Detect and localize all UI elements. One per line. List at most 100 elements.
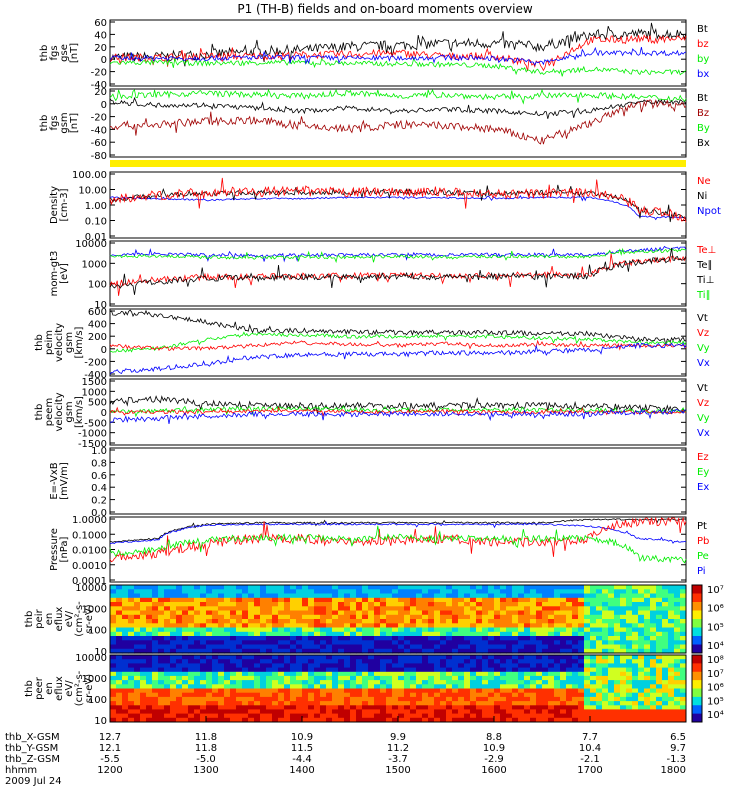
spectrogram-cell bbox=[416, 597, 423, 603]
spectrogram-cell bbox=[566, 667, 573, 673]
spectrogram-cell bbox=[428, 627, 435, 633]
spectrogram-cell bbox=[122, 684, 129, 689]
spectrogram-cell bbox=[638, 663, 645, 669]
spectrogram-cell bbox=[482, 631, 489, 637]
spectrogram-cell bbox=[518, 627, 525, 633]
spectrogram-cell bbox=[242, 610, 249, 616]
spectrogram-cell bbox=[662, 655, 669, 660]
spectrogram-cell bbox=[572, 636, 579, 641]
spectrogram-cell bbox=[314, 606, 321, 612]
spectrogram-cell bbox=[380, 688, 387, 694]
spectrogram-cell bbox=[200, 675, 207, 681]
spectrogram-cell bbox=[416, 705, 423, 710]
spectrogram-cell bbox=[314, 659, 321, 664]
spectrogram-cell bbox=[188, 675, 195, 681]
spectrogram-cell bbox=[380, 692, 387, 698]
spectrogram-cell bbox=[536, 640, 543, 646]
spectrogram-cell bbox=[314, 675, 321, 681]
spectrogram-cell bbox=[380, 696, 387, 702]
spectrogram-cell bbox=[500, 627, 507, 633]
spectrogram-cell bbox=[668, 610, 675, 616]
spectrogram-cell bbox=[566, 688, 573, 694]
spectrogram-cell bbox=[314, 692, 321, 698]
spectrogram-cell bbox=[554, 709, 561, 715]
spectrogram-cell bbox=[560, 688, 567, 694]
spectrogram-cell bbox=[176, 659, 183, 664]
spectrogram-cell bbox=[584, 667, 591, 673]
spectrogram-cell bbox=[128, 717, 135, 723]
spectrogram-cell bbox=[530, 713, 537, 719]
spectrogram-cell bbox=[542, 644, 549, 650]
spectrogram-cell bbox=[506, 589, 513, 595]
spectrogram-cell bbox=[626, 717, 633, 723]
spectrogram-cell bbox=[116, 614, 123, 620]
spectrogram-cell bbox=[338, 705, 345, 710]
spectrogram-cell bbox=[332, 692, 339, 698]
spectrogram-cell bbox=[194, 614, 201, 620]
spectrogram-cell bbox=[410, 696, 417, 702]
spectrogram-cell bbox=[110, 585, 117, 590]
y-label-line: peer bbox=[34, 676, 45, 700]
spectrogram-cell bbox=[440, 640, 447, 646]
spectrogram-cell bbox=[530, 671, 537, 677]
spectrogram-cell bbox=[290, 671, 297, 677]
spectrogram-cell bbox=[596, 644, 603, 650]
spectrogram-cell bbox=[368, 623, 375, 629]
spectrogram-cell bbox=[224, 640, 231, 646]
colorbar-frame bbox=[691, 654, 703, 723]
spectrogram-cell bbox=[266, 602, 273, 607]
spectrogram-cell bbox=[476, 655, 483, 660]
spectrogram-cell bbox=[656, 631, 663, 637]
spectrogram-cell bbox=[464, 614, 471, 620]
x-row-label: thb_Y-GSM bbox=[5, 743, 58, 754]
spectrogram-cell bbox=[374, 602, 381, 607]
spectrogram-cell bbox=[242, 701, 249, 706]
spectrogram-cell bbox=[494, 692, 501, 698]
spectrogram-cell bbox=[668, 636, 675, 641]
spectrogram-cell bbox=[650, 648, 657, 654]
spectrogram-cell bbox=[308, 709, 315, 715]
y-tick-label: 10000 bbox=[75, 653, 107, 664]
spectrogram-cell bbox=[128, 667, 135, 673]
colorbar-frame bbox=[691, 584, 703, 654]
spectrogram-cell bbox=[248, 671, 255, 677]
spectrogram-cell bbox=[296, 614, 303, 620]
spectrogram-cell bbox=[596, 705, 603, 710]
spectrogram-cell bbox=[506, 585, 513, 590]
spectrogram-cell bbox=[482, 648, 489, 654]
spectrogram-cell bbox=[302, 655, 309, 660]
spectrogram-cell bbox=[542, 648, 549, 654]
spectrogram-cell bbox=[644, 602, 651, 607]
spectrogram-cell bbox=[602, 648, 609, 654]
spectrogram-cell bbox=[140, 640, 147, 646]
spectrogram-cell bbox=[176, 589, 183, 595]
spectrogram-cell bbox=[554, 593, 561, 599]
spectrogram-cell bbox=[176, 701, 183, 706]
spectrogram-cell bbox=[548, 623, 555, 629]
spectrogram-cell bbox=[254, 589, 261, 595]
spectrogram-cell bbox=[446, 655, 453, 660]
spectrogram-cell bbox=[122, 717, 129, 723]
spectrogram-cell bbox=[602, 614, 609, 620]
spectrogram-cell bbox=[140, 619, 147, 624]
spectrogram-cell bbox=[506, 631, 513, 637]
spectrogram-cell bbox=[608, 602, 615, 607]
spectrogram-cell bbox=[224, 597, 231, 603]
spectrogram-cell bbox=[656, 610, 663, 616]
spectrogram-cell bbox=[206, 597, 213, 603]
spectrogram-cell bbox=[362, 597, 369, 603]
spectrogram-cell bbox=[524, 636, 531, 641]
spectrogram-cell bbox=[194, 709, 201, 715]
spectrogram-cell bbox=[158, 602, 165, 607]
spectrogram-cell bbox=[122, 667, 129, 673]
spectrogram-cell bbox=[560, 623, 567, 629]
spectrogram-cell bbox=[674, 659, 681, 664]
spectrogram-cell bbox=[182, 648, 189, 654]
spectrogram-cell bbox=[110, 671, 117, 677]
spectrogram-cell bbox=[488, 655, 495, 660]
spectrogram-cell bbox=[614, 709, 621, 715]
spectrogram-cell bbox=[392, 593, 399, 599]
x-row-value: 10.9 bbox=[483, 743, 505, 754]
spectrogram-cell bbox=[662, 705, 669, 710]
spectrogram-cell bbox=[662, 631, 669, 637]
